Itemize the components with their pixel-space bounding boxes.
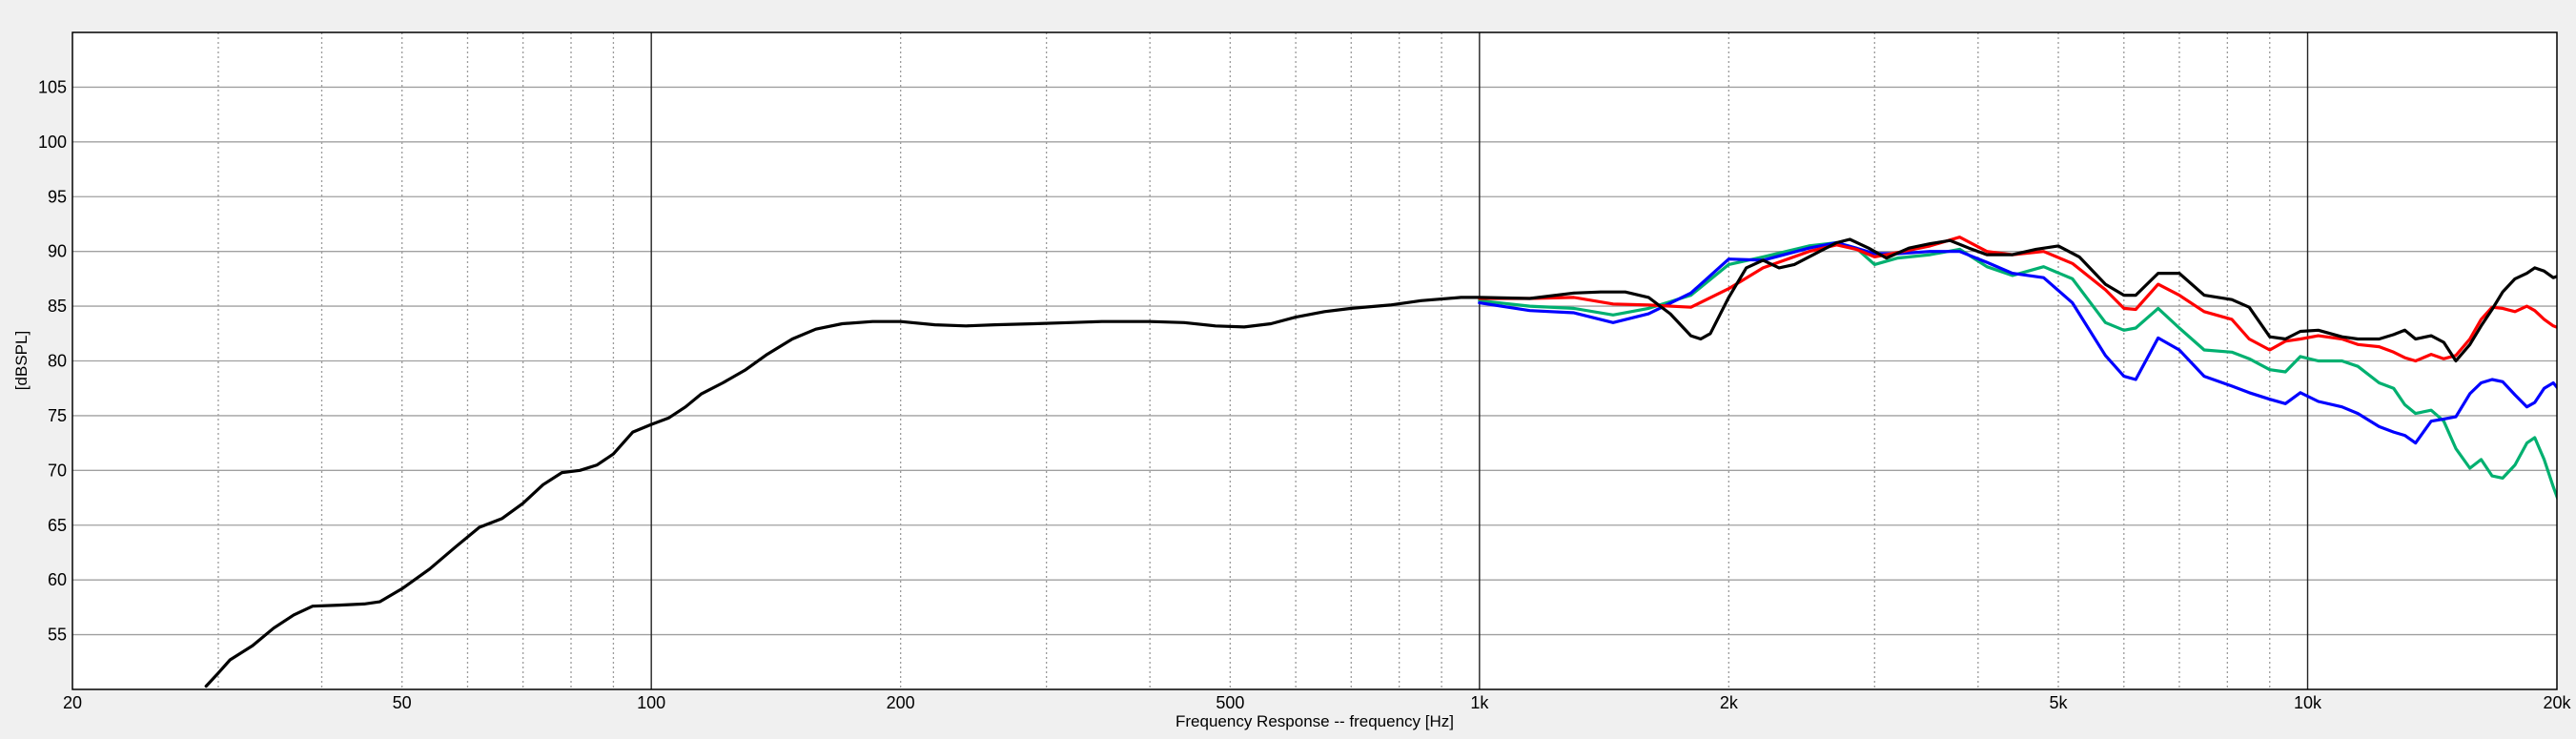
x-tick-label: 20k [2543,693,2571,712]
y-tick-label: 60 [48,570,67,589]
x-tick-label: 500 [1216,693,1244,712]
x-tick-label: 50 [393,693,412,712]
x-tick-labels: 20 50 100 200 500 1k 2k 5k 10k 20k [63,693,2572,712]
y-tick-label: 80 [48,352,67,371]
y-tick-label: 100 [38,133,67,152]
x-tick-label: 200 [887,693,915,712]
plot-border [72,31,2558,690]
y-tick-labels: 55 60 65 70 75 80 85 90 95 100 105 [38,77,67,644]
x-tick-label: 20 [63,693,82,712]
y-tick-label: 75 [48,406,67,425]
x-tick-label: 100 [637,693,665,712]
y-tick-label: 90 [48,242,67,261]
x-tick-label: 2k [1720,693,1739,712]
y-tick-label: 70 [48,461,67,480]
x-axis-title: Frequency Response -- frequency [Hz] [1176,712,1454,730]
y-tick-label: 55 [48,626,67,645]
series-layer [204,236,2557,688]
y-tick-label: 85 [48,297,67,316]
y-tick-label: 65 [48,516,67,535]
y-tick-label: 105 [38,77,67,96]
y-tick-label: 95 [48,187,67,206]
x-tick-label: 1k [1470,693,1489,712]
series-line-4 [204,237,2557,688]
y-axis-title: [dBSPL] [12,331,31,390]
x-tick-label: 10k [2294,693,2322,712]
x-tick-label: 5k [2050,693,2069,712]
